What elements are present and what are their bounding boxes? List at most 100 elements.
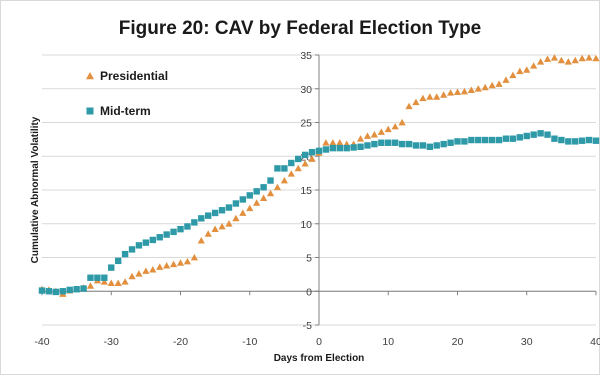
presidential-point bbox=[218, 222, 226, 230]
midterm-point bbox=[191, 219, 198, 226]
midterm-point bbox=[101, 274, 108, 281]
midterm-point bbox=[551, 135, 558, 142]
midterm-point bbox=[385, 139, 392, 146]
presidential-point bbox=[509, 71, 517, 79]
midterm-point bbox=[419, 142, 427, 149]
midterm-point bbox=[288, 159, 295, 167]
midterm-point bbox=[45, 288, 53, 295]
midterm-point bbox=[315, 147, 323, 155]
midterm-point bbox=[398, 140, 406, 148]
y-tick-label: -5 bbox=[303, 320, 312, 332]
midterm-point bbox=[205, 212, 212, 219]
midterm-point bbox=[530, 131, 537, 138]
midterm-point bbox=[592, 137, 600, 144]
x-tick-label: -20 bbox=[173, 336, 188, 348]
midterm-point bbox=[295, 155, 302, 163]
presidential-point bbox=[121, 278, 129, 285]
x-tick-label: 10 bbox=[382, 336, 394, 348]
presidential-point bbox=[329, 139, 337, 146]
midterm-point bbox=[405, 140, 413, 148]
midterm-point bbox=[350, 144, 357, 151]
presidential-point bbox=[550, 54, 559, 61]
y-tick-label: 35 bbox=[300, 50, 312, 62]
midterm-point bbox=[329, 144, 337, 152]
midterm-point bbox=[371, 140, 378, 148]
midterm-point bbox=[38, 287, 46, 294]
presidential-point bbox=[142, 267, 150, 274]
presidential-point bbox=[370, 131, 378, 138]
presidential-point bbox=[86, 282, 95, 289]
presidential-point bbox=[260, 194, 268, 201]
presidential-point bbox=[149, 266, 157, 273]
legend-midterm-label: Mid-term bbox=[100, 104, 151, 118]
presidential-point bbox=[100, 278, 108, 285]
presidential-point bbox=[467, 86, 475, 93]
midterm-point bbox=[558, 136, 565, 144]
midterm-point bbox=[94, 274, 101, 281]
midterm-point bbox=[578, 137, 586, 144]
midterm-point bbox=[523, 132, 530, 140]
y-tick-label: 5 bbox=[306, 253, 312, 265]
presidential-point bbox=[273, 183, 282, 191]
presidential-point bbox=[246, 204, 254, 212]
presidential-point bbox=[426, 93, 434, 100]
midterm-point bbox=[59, 288, 66, 295]
presidential-point bbox=[585, 54, 593, 61]
midterm-point bbox=[544, 131, 551, 138]
midterm-point bbox=[274, 165, 281, 172]
y-tick-label: 30 bbox=[300, 84, 312, 96]
midterm-point bbox=[281, 165, 288, 172]
midterm-point bbox=[488, 136, 496, 144]
presidential-point bbox=[322, 139, 330, 146]
midterm-point bbox=[142, 239, 150, 246]
midterm-point bbox=[357, 143, 364, 150]
y-tick-label: 0 bbox=[306, 286, 312, 298]
x-tick-label: -10 bbox=[242, 336, 257, 348]
legend-presidential-label: Presidential bbox=[100, 69, 168, 83]
x-tick-label: 0 bbox=[316, 336, 322, 348]
midterm-point bbox=[433, 142, 440, 149]
midterm-point bbox=[343, 144, 350, 152]
presidential-point bbox=[232, 214, 240, 222]
midterm-point bbox=[114, 257, 122, 265]
midterm-point bbox=[447, 139, 454, 146]
x-tick-label: 30 bbox=[521, 336, 533, 348]
midterm-point bbox=[495, 136, 503, 144]
y-tick-label: 10 bbox=[300, 219, 312, 231]
presidential-point bbox=[523, 66, 531, 73]
presidential-point bbox=[488, 81, 496, 89]
midterm-point bbox=[509, 135, 517, 142]
legend-midterm-marker bbox=[86, 107, 94, 115]
midterm-point bbox=[301, 151, 309, 159]
midterm-point bbox=[170, 228, 177, 236]
presidential-point bbox=[495, 80, 503, 87]
presidential-point bbox=[163, 262, 171, 269]
midterm-point bbox=[364, 142, 371, 149]
presidential-point bbox=[156, 263, 164, 270]
midterm-point bbox=[66, 286, 73, 294]
midterm-point bbox=[426, 143, 433, 150]
midterm-point bbox=[246, 192, 253, 199]
midterm-point bbox=[475, 136, 482, 144]
x-tick-label: 40 bbox=[590, 336, 600, 348]
presidential-point bbox=[474, 85, 482, 92]
presidential-point bbox=[363, 132, 372, 139]
chart-title: Figure 20: CAV by Federal Election Type bbox=[118, 18, 482, 39]
presidential-point bbox=[336, 139, 344, 146]
presidential-point bbox=[412, 98, 420, 106]
midterm-point bbox=[121, 250, 129, 258]
legend-presidential-marker bbox=[86, 72, 94, 80]
presidential-point bbox=[453, 88, 462, 96]
midterm-point bbox=[156, 234, 163, 241]
presidential-point bbox=[377, 128, 385, 135]
presidential-point bbox=[564, 58, 572, 65]
presidential-point bbox=[294, 164, 302, 172]
presidential-point bbox=[128, 272, 136, 280]
presidential-point bbox=[183, 257, 192, 265]
midterm-point bbox=[239, 196, 247, 203]
midterm-point bbox=[267, 177, 274, 184]
midterm-point bbox=[585, 136, 593, 144]
presidential-point bbox=[537, 58, 545, 65]
